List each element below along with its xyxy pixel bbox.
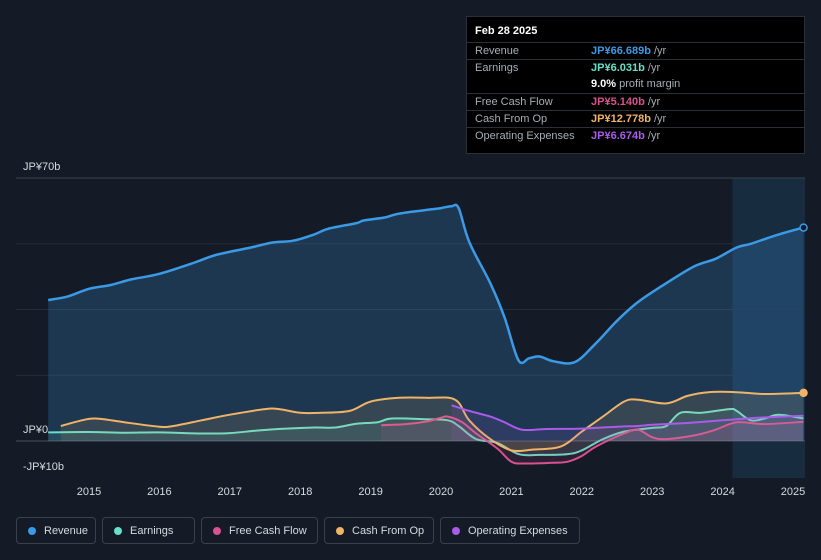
tooltip-value: JP¥6.031b /yr <box>591 62 660 74</box>
legend-item-cash-from-op[interactable]: Cash From Op <box>324 517 434 544</box>
legend-item-operating-expenses[interactable]: Operating Expenses <box>440 517 580 544</box>
y-label-zero: JP¥0 <box>23 424 48 436</box>
value-unit: /yr <box>654 45 667 57</box>
value-unit: /yr <box>647 96 661 108</box>
tooltip-value: JP¥12.778b /yr <box>591 113 666 125</box>
tooltip-value: JP¥5.140b /yr <box>591 96 660 108</box>
series-area-free-cash-flow <box>381 416 804 464</box>
tooltip-row-margin: 9.0% profit margin <box>467 76 804 93</box>
x-tick-label: 2016 <box>147 486 171 498</box>
tooltip-label: Cash From Op <box>475 113 548 125</box>
tooltip-row-operating-expenses: Operating Expenses JP¥6.674b /yr <box>467 127 804 145</box>
series-line-free-cash-flow <box>381 415 804 465</box>
legend-dot-icon <box>114 527 122 535</box>
legend-item-earnings[interactable]: Earnings <box>102 517 195 544</box>
value-text: JP¥6.674b <box>591 130 645 142</box>
tooltip-label: Revenue <box>475 45 520 57</box>
x-tick-label: 2022 <box>570 486 594 498</box>
x-tick-label: 2025 <box>781 486 805 498</box>
series-area-operating-expenses <box>451 405 804 441</box>
legend-label: Revenue <box>44 525 89 537</box>
x-tick-label: 2017 <box>218 486 242 498</box>
legend-item-free-cash-flow[interactable]: Free Cash Flow <box>201 517 318 544</box>
y-label-max: JP¥70b <box>23 161 60 173</box>
tooltip-row-free-cash-flow: Free Cash Flow JP¥5.140b /yr <box>467 93 804 111</box>
value-unit: /yr <box>647 130 661 142</box>
tooltip-label: Free Cash Flow <box>475 96 553 108</box>
series-line-revenue <box>47 203 804 365</box>
legend-dot-icon <box>28 527 36 535</box>
x-tick-label: 2020 <box>429 486 453 498</box>
x-tick-label: 2019 <box>358 486 382 498</box>
tooltip-value: JP¥6.674b /yr <box>591 130 660 142</box>
value-unit: /yr <box>647 62 661 74</box>
series-area-revenue <box>48 204 804 441</box>
tooltip-value: 9.0% profit margin <box>591 78 680 90</box>
legend-dot-icon <box>213 527 221 535</box>
legend-dot-icon <box>336 527 344 535</box>
series-line-operating-expenses <box>451 404 804 432</box>
x-tick-label: 2015 <box>77 486 101 498</box>
tooltip-row-cash-from-op: Cash From Op JP¥12.778b /yr <box>467 110 804 128</box>
legend-item-revenue[interactable]: Revenue <box>16 517 96 544</box>
cashflow-endpoint-marker <box>799 388 808 398</box>
series-area-earnings <box>48 408 804 456</box>
legend-label: Free Cash Flow <box>229 525 307 537</box>
tooltip-label: Earnings <box>475 62 519 74</box>
value-text: JP¥6.031b <box>591 62 645 74</box>
tooltip: Feb 28 2025 Revenue JP¥66.689b /yr Earni… <box>466 16 805 154</box>
legend-label: Operating Expenses <box>468 525 568 537</box>
tooltip-value: JP¥66.689b /yr <box>591 45 666 57</box>
tooltip-date: Feb 28 2025 <box>475 25 538 37</box>
legend-label: Earnings <box>130 525 174 537</box>
tooltip-row-revenue: Revenue JP¥66.689b /yr <box>467 42 804 60</box>
x-tick-label: 2024 <box>710 486 734 498</box>
legend-dot-icon <box>452 527 460 535</box>
revenue-endpoint-marker <box>799 223 808 232</box>
value-text: JP¥12.778b <box>591 113 651 125</box>
value-unit: profit margin <box>619 78 681 90</box>
value-text: JP¥5.140b <box>591 96 645 108</box>
tooltip-label: Operating Expenses <box>475 130 575 142</box>
forecast-band <box>732 178 805 478</box>
series-line-cash-from-op <box>60 390 804 453</box>
x-tick-label: 2021 <box>499 486 523 498</box>
y-label-min: -JP¥10b <box>23 461 64 473</box>
value-text: JP¥66.689b <box>591 45 651 57</box>
x-tick-label: 2023 <box>640 486 664 498</box>
value-unit: /yr <box>654 113 667 125</box>
tooltip-row-earnings: Earnings JP¥6.031b /yr <box>467 59 804 77</box>
value-text: 9.0% <box>591 78 617 90</box>
x-tick-label: 2018 <box>288 486 312 498</box>
legend-label: Cash From Op <box>352 525 425 537</box>
